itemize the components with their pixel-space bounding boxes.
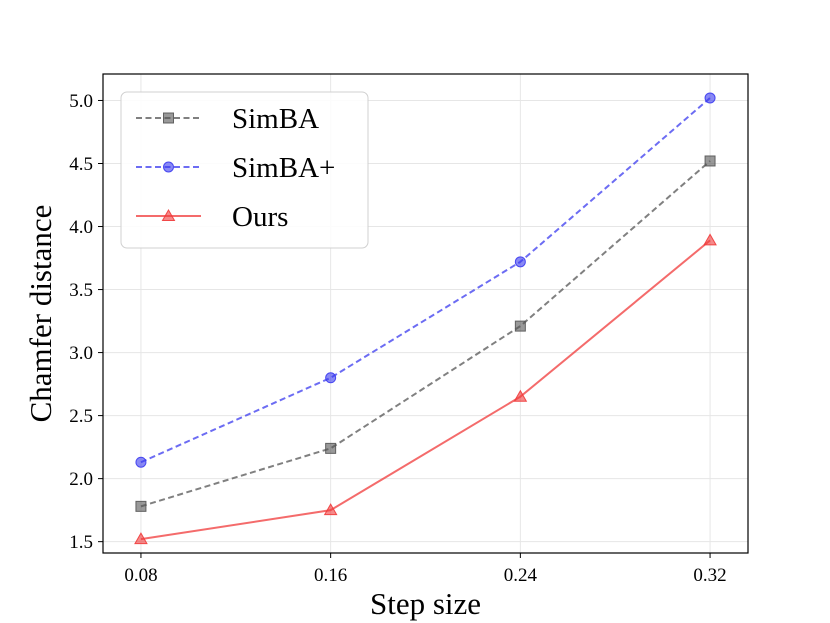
x-tick-label: 0.32 <box>693 565 726 586</box>
legend: SimBA SimBA+ Ours <box>120 91 369 249</box>
data-point-simba <box>135 500 147 512</box>
series-line-simba <box>140 160 711 508</box>
axis-ticks: 0.08 0.16 0.24 0.32 1.5 2.0 2.5 3.0 3.5 4.0 4.5 5.0 <box>69 91 726 586</box>
legend-label-ours: Ours <box>232 201 288 233</box>
legend-frame <box>120 91 369 249</box>
data-point-simba-plus <box>514 256 526 268</box>
data-point-simba-plus <box>704 92 716 104</box>
series-simba-plus <box>135 92 716 468</box>
legend-entry-simba: SimBA <box>136 103 319 135</box>
series-ours <box>134 233 717 545</box>
y-tick-label: 3.5 <box>69 280 93 301</box>
data-point-simba <box>704 155 716 167</box>
legend-marker-simba-plus <box>163 161 174 173</box>
y-axis-label: Chamfer distance <box>23 205 58 423</box>
y-tick-label: 4.5 <box>69 154 93 175</box>
legend-marker-ours <box>161 208 176 221</box>
y-tick-label: 2.0 <box>69 469 93 490</box>
data-point-simba-plus <box>135 456 147 468</box>
legend-marker-simba <box>163 112 174 124</box>
data-point-ours <box>134 532 148 545</box>
x-tick-label: 0.24 <box>504 565 538 586</box>
y-tick-label: 1.5 <box>69 532 93 553</box>
data-point-simba <box>325 442 337 454</box>
x-axis-label: Step size <box>370 586 481 621</box>
legend-entry-simba-plus: SimBA+ <box>136 152 335 184</box>
legend-label-simba-plus: SimBA+ <box>232 152 335 184</box>
data-point-simba-plus <box>325 372 337 384</box>
legend-entry-ours: Ours <box>136 201 288 233</box>
legend-label-simba: SimBA <box>232 103 319 135</box>
y-tick-label: 3.0 <box>69 343 93 364</box>
series-line-simba-plus <box>140 97 711 464</box>
x-tick-label: 0.08 <box>124 565 157 586</box>
data-point-simba <box>514 320 526 332</box>
data-point-ours <box>323 503 338 516</box>
y-tick-label: 4.0 <box>69 217 93 238</box>
series-group <box>134 92 717 545</box>
y-tick-label: 2.5 <box>69 406 93 427</box>
data-point-ours <box>703 233 717 246</box>
series-line-ours <box>140 239 711 541</box>
series-simba <box>135 155 716 512</box>
data-point-ours <box>513 389 528 402</box>
plot-frame <box>102 73 749 554</box>
x-tick-label: 0.16 <box>314 565 347 586</box>
y-tick-label: 5.0 <box>69 91 93 112</box>
